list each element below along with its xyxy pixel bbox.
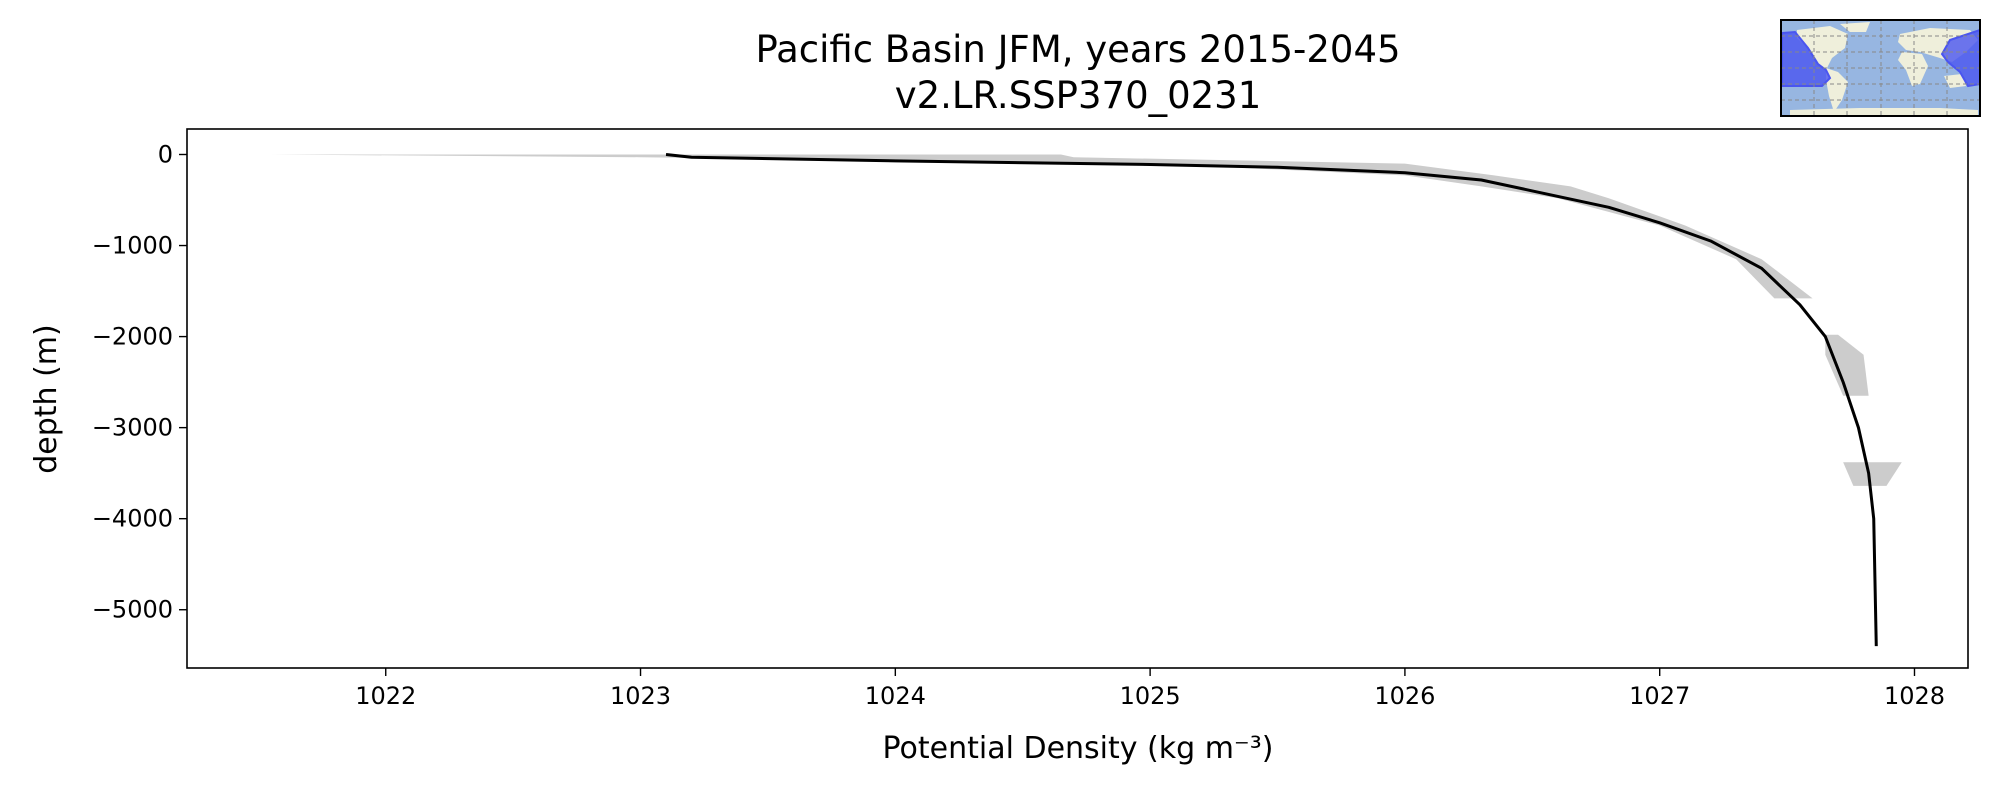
y-tick-label: −4000 [92, 505, 173, 533]
x-tick-label: 1023 [610, 682, 671, 710]
x-tick-label: 1026 [1374, 682, 1435, 710]
x-axis: 1022 1023 1024 1025 1026 1027 1028 [355, 668, 1945, 710]
range-band-0 [271, 154, 1813, 299]
chart-subtitle: v2.LR.SSP370_0231 [895, 74, 1262, 117]
x-tick-label: 1022 [355, 682, 416, 710]
inset-map [1780, 19, 1981, 117]
range-band-2 [1843, 462, 1902, 486]
y-tick-label: 0 [158, 140, 173, 168]
map-gridlines [1781, 20, 1980, 116]
axes-frame [186, 128, 1969, 669]
x-tick-label: 1024 [865, 682, 926, 710]
x-tick-label: 1028 [1884, 682, 1945, 710]
x-axis-label: Potential Density (kg m⁻³) [883, 731, 1274, 766]
y-axis: 0 −1000 −2000 −3000 −4000 −5000 [92, 140, 187, 624]
x-tick-label: 1027 [1629, 682, 1690, 710]
range-band-1 [1825, 334, 1869, 396]
mean-profile-line [665, 153, 1878, 647]
plot-area [186, 128, 1969, 669]
y-tick-label: −3000 [92, 414, 173, 442]
y-axis-label: depth (m) [29, 324, 64, 474]
y-tick-label: −5000 [92, 596, 173, 624]
x-tick-label: 1025 [1120, 682, 1181, 710]
y-tick-label: −1000 [92, 232, 173, 260]
chart-title: Pacific Basin JFM, years 2015-2045 [755, 28, 1400, 71]
y-tick-label: −2000 [92, 323, 173, 351]
